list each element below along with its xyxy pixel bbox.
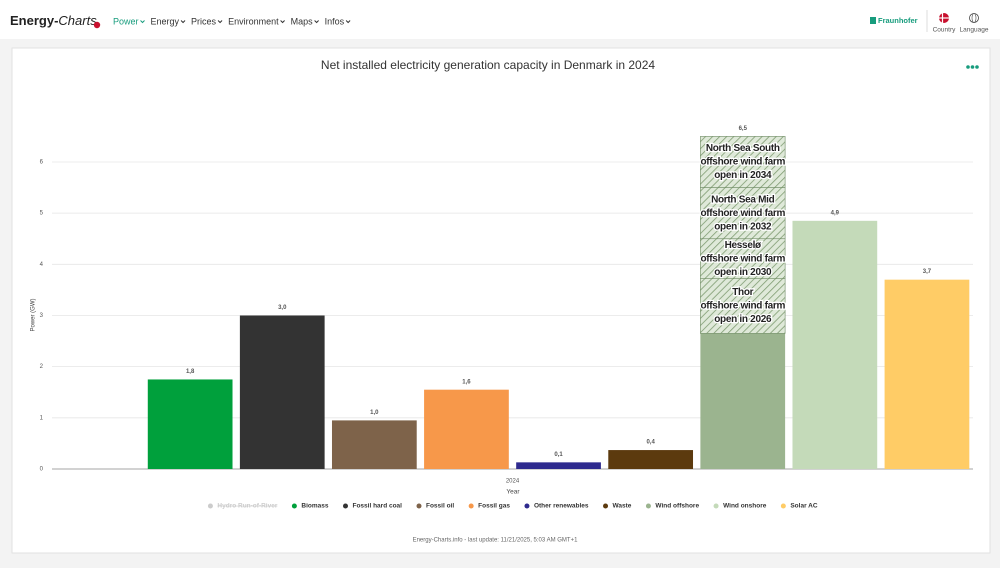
language[interactable]: Language xyxy=(960,27,989,34)
y-tick-label: 3 xyxy=(40,313,44,319)
header xyxy=(0,0,1000,39)
data-label: 1,8 xyxy=(186,369,195,375)
chart-title: Net installed electricity generation cap… xyxy=(321,58,655,72)
bar xyxy=(700,333,786,469)
chevron xyxy=(140,20,145,24)
legend-dot xyxy=(780,503,786,509)
planned-label: Thor xyxy=(732,287,753,298)
legend-label[interactable]: Fossil oil xyxy=(426,503,454,510)
planned-label: offshore wind farm xyxy=(700,208,785,219)
legend-label[interactable]: Hydro Run-of-River xyxy=(217,503,277,510)
legend-label[interactable]: Solar AC xyxy=(790,503,818,510)
logo-b: Charts xyxy=(58,13,97,28)
menu-item[interactable]: Maps xyxy=(291,16,314,26)
legend-dot xyxy=(713,503,719,509)
bar xyxy=(516,462,601,469)
y-tick-label: 5 xyxy=(40,211,44,217)
planned-label: North Sea Mid xyxy=(711,194,775,205)
planned-label: offshore wind farm xyxy=(700,157,785,168)
y-tick-label: 1 xyxy=(40,415,44,421)
y-tick-label: 0 xyxy=(40,467,44,473)
data-label: 1,0 xyxy=(370,410,379,416)
data-label: 0,1 xyxy=(554,452,563,458)
data-label: 0,4 xyxy=(646,440,655,446)
logo[interactable]: Energy-Charts xyxy=(10,13,97,28)
planned-label: open in 2030 xyxy=(714,267,772,278)
bar xyxy=(239,315,325,469)
stack-total-label: 6,5 xyxy=(739,126,748,132)
legend-label[interactable]: Fossil gas xyxy=(478,503,510,510)
chevron xyxy=(217,20,223,24)
y-axis-label: Power (GW) xyxy=(31,298,37,331)
bar xyxy=(792,220,878,469)
legend-label[interactable]: Waste xyxy=(613,503,632,510)
x-axis-label: Year xyxy=(506,489,520,496)
x-tick-label: 2024 xyxy=(506,479,520,485)
logo-a: Energy- xyxy=(10,13,58,28)
legend-dot xyxy=(524,503,530,509)
chevron xyxy=(280,20,285,24)
data-label: 3,7 xyxy=(923,269,932,275)
brand-icon xyxy=(870,17,876,24)
data-label: 4,9 xyxy=(831,210,840,216)
legend-label[interactable]: Other renewables xyxy=(534,503,589,510)
country[interactable]: Country xyxy=(933,27,957,34)
bar xyxy=(331,420,417,469)
y-tick-label: 4 xyxy=(40,262,44,268)
menu-item[interactable]: Power xyxy=(113,16,139,26)
bar xyxy=(608,450,694,469)
planned-segment xyxy=(700,278,786,334)
chevron xyxy=(345,20,351,24)
footer: Energy-Charts.info - last update: 11/21/… xyxy=(413,538,578,544)
brand[interactable]: Fraunhofer xyxy=(878,16,918,25)
legend-dot xyxy=(645,503,651,509)
planned-label: open in 2032 xyxy=(714,221,772,232)
bar xyxy=(424,389,509,469)
legend-label[interactable]: Fossil hard coal xyxy=(352,503,402,510)
legend-dot xyxy=(291,503,297,509)
legend-dot xyxy=(603,503,609,509)
planned-label: open in 2026 xyxy=(714,314,772,325)
legend-label[interactable]: Biomass xyxy=(301,503,328,510)
planned-label: open in 2034 xyxy=(714,170,772,181)
y-tick-label: 6 xyxy=(40,160,44,166)
menu-item[interactable]: Prices xyxy=(191,16,217,26)
y-tick-label: 2 xyxy=(40,364,44,370)
legend-label[interactable]: Wind onshore xyxy=(723,503,767,510)
chevron xyxy=(180,20,186,24)
planned-label: Hesselø xyxy=(725,240,762,251)
menu-item[interactable]: Infos xyxy=(325,16,345,26)
more-menu[interactable] xyxy=(966,65,979,69)
menu-item[interactable]: Environment xyxy=(228,16,279,26)
legend-dot xyxy=(468,503,474,509)
menu-item[interactable]: Energy xyxy=(151,16,180,26)
globe-line xyxy=(971,13,977,23)
chevron xyxy=(314,20,319,24)
bar xyxy=(147,379,233,469)
flag xyxy=(93,21,101,29)
planned-label: offshore wind farm xyxy=(700,253,785,264)
bar xyxy=(884,279,970,469)
data-label: 1,6 xyxy=(462,379,471,385)
planned-segment xyxy=(700,136,786,188)
planned-label: North Sea South xyxy=(706,143,780,154)
legend-label[interactable]: Wind offshore xyxy=(655,503,699,510)
legend-dot xyxy=(416,503,422,509)
planned-segment xyxy=(700,238,786,279)
legend-dot xyxy=(342,503,348,509)
planned-label: offshore wind farm xyxy=(700,301,785,312)
legend-dot xyxy=(207,503,213,509)
planned-segment xyxy=(700,187,786,240)
data-label: 3,0 xyxy=(278,305,287,311)
